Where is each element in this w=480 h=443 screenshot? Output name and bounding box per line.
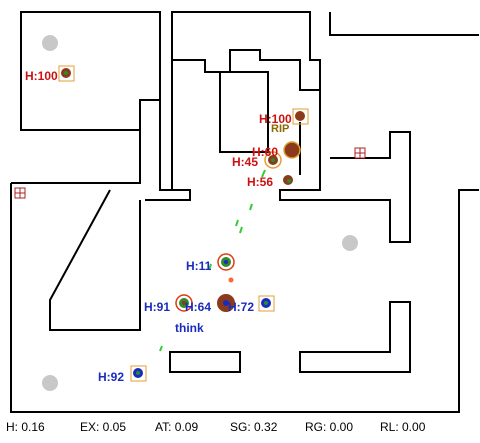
bot-blue-4 bbox=[258, 295, 275, 312]
projectile bbox=[159, 345, 163, 352]
bot-red-5 bbox=[283, 175, 293, 185]
wall bbox=[219, 71, 269, 153]
bot-red-4 bbox=[264, 151, 282, 169]
bot-health-label: H:72 bbox=[228, 300, 254, 314]
wall bbox=[329, 12, 479, 36]
bot-health-label: H:100 bbox=[25, 69, 58, 83]
wall bbox=[10, 183, 479, 413]
projectile bbox=[228, 277, 234, 283]
arena-map: H:100 H:100 H:60 H:45 H:56 H:11 H:91 H:6… bbox=[10, 11, 479, 413]
projectile bbox=[235, 219, 239, 227]
projectile bbox=[249, 203, 253, 211]
wall bbox=[11, 130, 141, 184]
projectile bbox=[239, 226, 243, 234]
bot-red-3 bbox=[283, 141, 301, 159]
walls bbox=[10, 11, 479, 413]
railgun-stat: RG: 0.00 bbox=[305, 420, 354, 434]
rocket-launcher-stat: RL: 0.00 bbox=[380, 420, 426, 434]
spawn-pad bbox=[42, 35, 58, 51]
projectile bbox=[208, 263, 212, 271]
bot-health-label: H:60 bbox=[252, 145, 278, 159]
bot-blue-5 bbox=[130, 365, 147, 382]
bot-red-1 bbox=[58, 65, 75, 82]
bot-blue-1 bbox=[217, 253, 235, 271]
bot-health-label: H:91 bbox=[144, 300, 170, 314]
attack-stat: AT: 0.09 bbox=[155, 420, 199, 434]
wall bbox=[299, 301, 411, 373]
health-crate-icon bbox=[354, 147, 366, 159]
bot-health-label: H:56 bbox=[247, 175, 273, 189]
wall bbox=[20, 11, 161, 131]
bot-health-label: H:100 bbox=[259, 112, 292, 126]
status-bar: H: 0.16 EX: 0.05 AT: 0.09 SG: 0.32 RG: 0… bbox=[0, 420, 480, 443]
wall bbox=[171, 11, 321, 91]
wall bbox=[279, 90, 411, 243]
bot-health-label: H:45 bbox=[232, 155, 258, 169]
shotgun-stat: SG: 0.32 bbox=[230, 420, 278, 434]
wall bbox=[169, 351, 241, 373]
bot-red-2 bbox=[292, 108, 309, 125]
bot-think-label: think bbox=[175, 321, 204, 335]
health-crate-icon bbox=[14, 187, 26, 199]
explore-stat: EX: 0.05 bbox=[80, 420, 127, 434]
spawn-pads bbox=[42, 35, 358, 391]
bot-blue-3 bbox=[217, 294, 235, 312]
rip-marker: RIP bbox=[271, 123, 289, 135]
projectile bbox=[261, 169, 266, 178]
bot-health-label: H:64 bbox=[185, 300, 211, 314]
health-stat: H: 0.16 bbox=[6, 420, 45, 434]
wall bbox=[49, 189, 141, 331]
spawn-pad bbox=[42, 375, 58, 391]
spawn-pad bbox=[342, 235, 358, 251]
bot-health-label: H:11 bbox=[186, 259, 212, 273]
bot-health-label: H:92 bbox=[98, 370, 124, 384]
item-crates bbox=[14, 147, 366, 199]
bot-blue-2 bbox=[175, 294, 193, 312]
projectiles bbox=[159, 169, 266, 352]
wall bbox=[145, 100, 191, 201]
game-arena: H:100 H:100 H:60 H:45 H:56 H:11 H:91 H:6… bbox=[10, 11, 479, 413]
